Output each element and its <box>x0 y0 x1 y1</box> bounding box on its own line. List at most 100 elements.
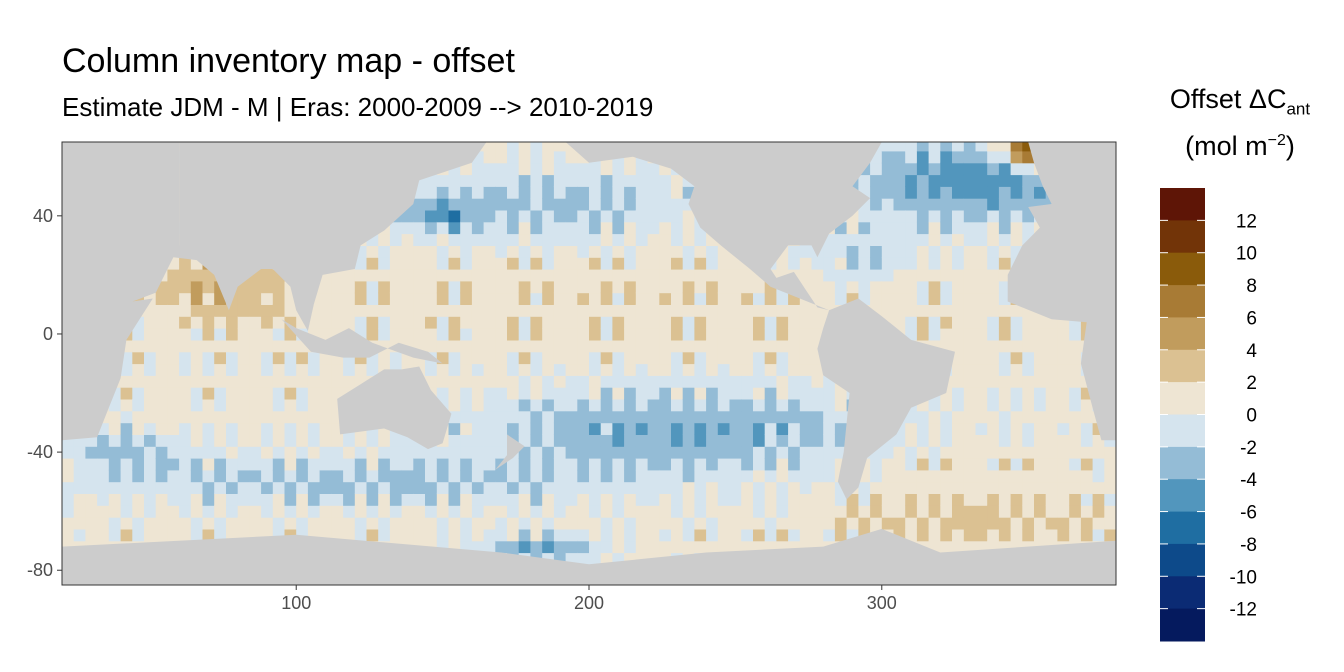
heatmap-cell <box>729 422 742 435</box>
heatmap-cell <box>553 446 567 459</box>
heatmap-cell <box>764 446 777 459</box>
heatmap-cell <box>179 304 192 317</box>
heatmap-cell <box>530 363 543 376</box>
heatmap-cell <box>647 339 660 353</box>
heatmap-cell <box>952 209 965 223</box>
heatmap-cell <box>436 186 450 199</box>
heatmap-cell <box>717 304 731 317</box>
heatmap-cell <box>975 221 988 235</box>
heatmap-cell <box>530 375 543 388</box>
heatmap-cell <box>589 528 602 542</box>
heatmap-cell <box>366 505 379 518</box>
heatmap-cell <box>272 410 286 424</box>
heatmap-cell <box>928 304 941 317</box>
heatmap-cell <box>167 505 180 518</box>
heatmap-cell <box>155 363 168 376</box>
heatmap-cell <box>635 339 649 353</box>
heatmap-cell <box>928 257 941 270</box>
heatmap-cell <box>952 328 965 341</box>
heatmap-cell <box>214 505 227 518</box>
heatmap-cell <box>682 351 695 365</box>
heatmap-cell <box>120 398 133 412</box>
heatmap-cell <box>507 540 520 554</box>
heatmap-cell <box>987 257 1000 270</box>
heatmap-cell <box>893 198 906 211</box>
heatmap-cell <box>741 517 754 530</box>
heatmap-cell <box>518 517 531 530</box>
legend-title-sub: ant <box>1286 99 1311 119</box>
heatmap-cell <box>425 186 438 199</box>
heatmap-cell <box>577 458 590 471</box>
heatmap-cell <box>553 528 567 542</box>
heatmap-cell <box>530 446 543 459</box>
heatmap-cell <box>659 493 672 506</box>
heatmap-cell <box>916 292 930 305</box>
heatmap-cell <box>600 328 613 341</box>
heatmap-cell <box>987 186 1000 199</box>
heatmap-cell <box>495 505 508 518</box>
heatmap-cell <box>823 280 836 294</box>
heatmap-cell <box>1034 458 1047 471</box>
legend-swatch <box>1160 511 1205 545</box>
heatmap-cell <box>120 422 133 435</box>
heatmap-cell <box>1104 517 1116 530</box>
heatmap-cell <box>624 351 637 365</box>
heatmap-cell <box>108 434 122 447</box>
heatmap-cell <box>671 339 684 353</box>
heatmap-cell <box>378 528 391 542</box>
heatmap-cell <box>682 446 695 459</box>
heatmap-cell <box>202 422 215 435</box>
heatmap-cell <box>893 221 906 235</box>
heatmap-cell <box>1034 339 1047 353</box>
heatmap-cell <box>987 316 1000 329</box>
heatmap-cell <box>905 142 918 152</box>
heatmap-cell <box>928 174 941 187</box>
heatmap-cell <box>553 469 567 483</box>
heatmap-cell <box>717 363 731 376</box>
heatmap-cell <box>811 387 824 400</box>
heatmap-cell <box>799 422 813 435</box>
heatmap-cell <box>307 458 321 471</box>
heatmap-cell <box>741 292 754 305</box>
heatmap-cell <box>436 505 450 518</box>
heatmap-cell <box>987 410 1000 424</box>
heatmap-cell <box>823 458 836 471</box>
heatmap-cell <box>1022 528 1035 542</box>
heatmap-cell <box>952 316 965 329</box>
heatmap-cell <box>401 528 414 542</box>
heatmap-cell <box>97 434 110 447</box>
heatmap-cell <box>436 339 450 353</box>
heatmap-cell <box>589 434 602 447</box>
heatmap-cell <box>179 363 192 376</box>
heatmap-cell <box>753 469 766 483</box>
heatmap-cell <box>62 458 75 471</box>
heatmap-cell <box>928 150 941 164</box>
heatmap-cell <box>858 505 871 518</box>
heatmap-cell <box>589 387 602 400</box>
heatmap-cell <box>249 481 262 494</box>
heatmap-cell <box>905 233 918 246</box>
heatmap-cell <box>671 469 684 483</box>
heatmap-cell <box>495 540 508 554</box>
heatmap-cell <box>659 233 672 246</box>
heatmap-cell <box>811 316 824 329</box>
heatmap-cell <box>1010 446 1023 459</box>
heatmap-cell <box>659 174 672 187</box>
heatmap-cell <box>952 339 965 353</box>
heatmap-cell <box>179 493 192 506</box>
heatmap-cell <box>296 469 309 483</box>
heatmap-cell <box>1080 458 1094 471</box>
heatmap-cell <box>155 351 168 365</box>
heatmap-cell <box>916 458 930 471</box>
heatmap-cell <box>471 446 485 459</box>
heatmap-cell <box>73 505 86 518</box>
heatmap-cell <box>635 540 649 554</box>
heatmap-cell <box>916 446 930 459</box>
heatmap-cell <box>389 481 403 494</box>
heatmap-cell <box>507 375 520 388</box>
heatmap-cell <box>319 493 332 506</box>
heatmap-cell <box>144 387 157 400</box>
heatmap-cell <box>870 209 883 223</box>
heatmap-cell <box>261 410 274 424</box>
